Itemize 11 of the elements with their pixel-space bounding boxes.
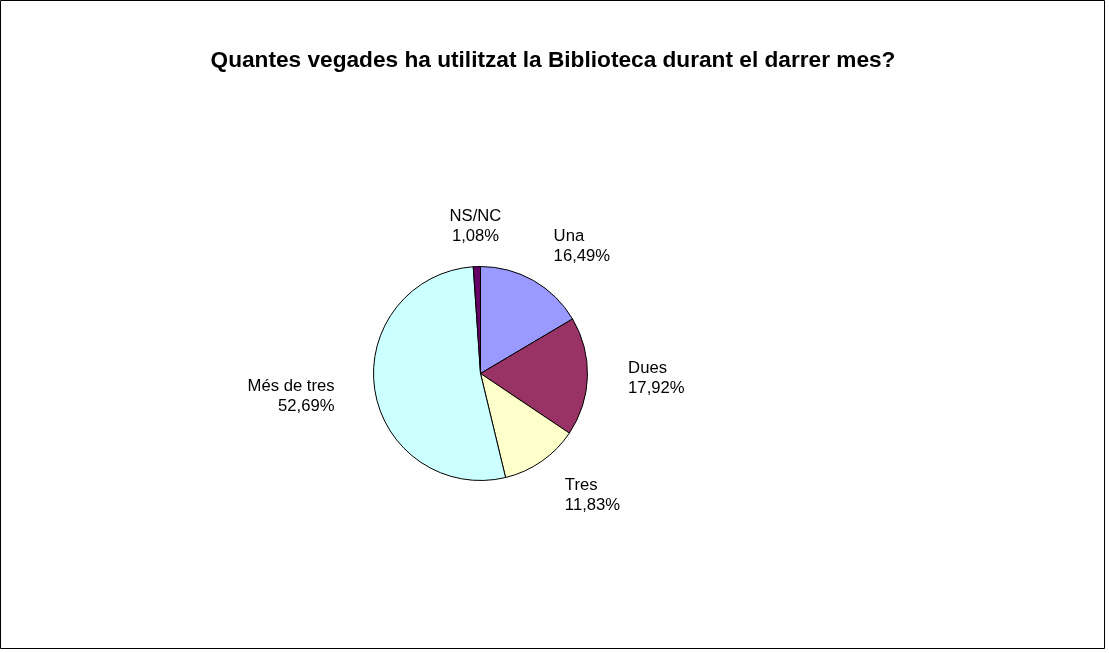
slice-label: Més de tres (247, 376, 335, 396)
slice-label: Una (553, 225, 585, 245)
slice-label: Tres (564, 475, 598, 495)
data-label: 16,49% (553, 245, 611, 265)
data-label: 1,08% (451, 226, 500, 246)
chart-title: Quantes vegades ha utilitzat la Biblioteca durant el darrer mes? (210, 45, 896, 72)
slice-label: NS/NC (449, 206, 502, 226)
data-label: 11,83% (564, 495, 621, 515)
data-label: 52,69% (278, 396, 335, 416)
slice-label: Dues (628, 358, 667, 378)
data-label: 17,92% (628, 378, 685, 398)
